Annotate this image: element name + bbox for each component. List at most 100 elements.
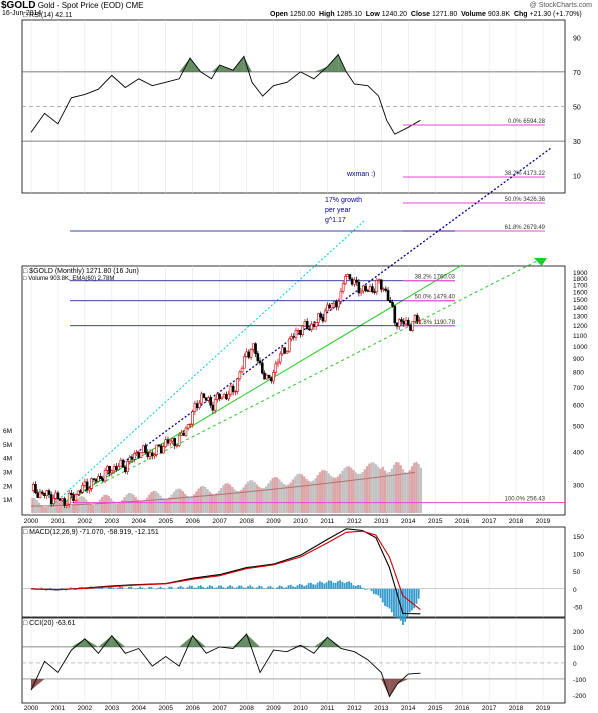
volume-tick-label: 3M — [3, 470, 12, 477]
volume-bar — [350, 467, 353, 513]
volume-bar — [413, 462, 416, 513]
volume-bar — [159, 495, 162, 513]
price-title: □ $GOLD (Monthly) 1271.80 (16 Jun) — [23, 268, 139, 275]
price-candle — [260, 362, 264, 374]
price-candle — [85, 481, 89, 491]
price-candle — [252, 343, 255, 350]
price-candle — [97, 476, 100, 482]
fib-label: 0.0% 6594.28 — [508, 119, 546, 125]
macd-histogram-bar — [379, 588, 382, 598]
macd-histogram-bar — [157, 587, 160, 589]
fib-label: 50.0% 3426.36 — [505, 197, 546, 203]
macd-histogram-bar — [280, 586, 283, 589]
price-candle — [94, 479, 98, 482]
rsi-tick-label: 70 — [573, 70, 581, 77]
cci-oversold-fill — [31, 678, 45, 691]
x-tick-label: 2004 — [132, 518, 147, 525]
open-value: 1250.00 — [289, 11, 316, 18]
price-candle — [135, 452, 138, 455]
volume-bar — [379, 468, 382, 513]
macd-histogram-bar — [283, 587, 285, 589]
price-candle — [258, 360, 262, 364]
high-label: High — [319, 11, 335, 18]
x-tick-label: 2003 — [105, 518, 120, 525]
price-candle — [395, 322, 399, 327]
price-candle — [263, 372, 266, 380]
volume-bar — [125, 494, 128, 513]
price-candle — [375, 280, 379, 293]
macd-tick-label: 0 — [573, 587, 577, 594]
price-candle — [117, 465, 120, 470]
macd-histogram-bar — [148, 587, 151, 589]
x-tick-label: 2007 — [212, 518, 227, 525]
volume-bar — [141, 501, 144, 513]
price-candle — [65, 503, 69, 506]
price-tick-label: 700 — [573, 385, 584, 392]
panel-cci-frame — [21, 617, 566, 704]
volume-bar — [264, 486, 268, 513]
volume-bar — [291, 479, 295, 513]
instrument-name: Gold - Spot Price (EOD) — [37, 1, 124, 10]
price-tick-label: 1700 — [573, 283, 588, 290]
macd-histogram-bar — [381, 588, 384, 603]
cci-tick-label: -100 — [573, 677, 586, 684]
volume-bar — [49, 503, 52, 513]
macd-histogram-bar — [193, 587, 196, 589]
volume-bar — [163, 499, 167, 513]
x-tick-label-bottom: 2002 — [78, 705, 93, 712]
volume-bar — [354, 472, 357, 513]
volume-bar — [404, 472, 407, 513]
volume-bar — [105, 494, 108, 513]
price-candle — [285, 351, 289, 354]
price-candle — [278, 353, 282, 363]
volume-bar — [341, 470, 344, 513]
x-tick-label: 2014 — [401, 518, 416, 525]
macd-histogram-bar — [119, 586, 121, 589]
macd-histogram-bar — [354, 586, 357, 589]
volume-bar — [390, 468, 393, 513]
volume-bar — [314, 478, 317, 513]
macd-histogram-bar — [318, 581, 321, 589]
macd-histogram-bar — [206, 586, 209, 589]
price-candle — [67, 492, 71, 505]
volume-bar — [60, 499, 63, 513]
macd-histogram-bar — [404, 588, 407, 622]
x-tick-label-bottom: 2008 — [239, 705, 254, 712]
volume-bar — [139, 501, 142, 513]
price-candle — [168, 440, 172, 444]
volume-bar — [136, 499, 140, 513]
macd-histogram-bar — [240, 585, 243, 589]
price-candle — [249, 349, 253, 358]
volume-bar — [408, 470, 411, 513]
volume-bar — [62, 502, 65, 513]
macd-histogram-bar — [168, 586, 171, 589]
price-candle — [38, 491, 42, 498]
volume-bar — [186, 495, 189, 513]
price-candle — [337, 301, 340, 308]
macd-histogram-bar — [262, 588, 265, 589]
volume-bar — [282, 483, 286, 513]
panel-macd-frame — [21, 526, 566, 618]
cci-overbought-fill — [233, 634, 247, 647]
volume-bar — [251, 480, 254, 513]
price-tick-label: 900 — [573, 356, 584, 363]
price-candle — [366, 290, 370, 292]
price-candle — [146, 452, 150, 457]
cci-overbought-fill — [192, 635, 207, 647]
price-candle — [99, 476, 102, 480]
price-tick-label: 1800 — [573, 276, 588, 283]
price-candle — [339, 290, 343, 302]
chg-value: +21.30 (+1.70%) — [529, 11, 582, 18]
price-candle — [202, 393, 206, 399]
macd-title: □ MACD(12,26,9) -71.070, -58.919, -12.15… — [23, 529, 159, 536]
annotation-growth: 17% growth — [325, 197, 362, 204]
price-candle — [355, 279, 358, 283]
price-candle — [49, 494, 53, 504]
x-tick-label: 2018 — [509, 518, 524, 525]
x-tick-label: 2008 — [239, 518, 254, 525]
price-candle — [92, 478, 96, 480]
cci-oversold-fill — [397, 678, 409, 684]
volume-bar — [69, 506, 72, 513]
macd-histogram-bar — [307, 583, 310, 589]
macd-histogram-bar — [345, 582, 348, 589]
